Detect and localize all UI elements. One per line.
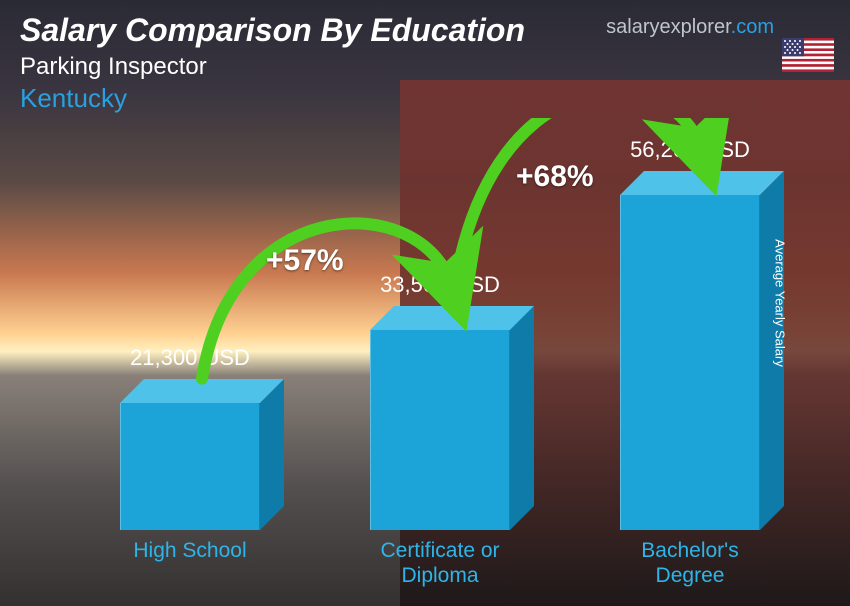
flag-icon (782, 38, 834, 72)
bar-front-face (620, 195, 760, 530)
watermark: salaryexplorer.com (606, 16, 774, 39)
watermark-main: salaryexplorer (606, 16, 731, 38)
bar: 56,200 USD (620, 195, 760, 530)
bar-group: 21,300 USD High School (90, 403, 290, 588)
bar-front-face (370, 330, 510, 530)
bar-value: 21,300 USD (90, 345, 290, 371)
bar: 21,300 USD (120, 403, 260, 530)
bar-top-face (620, 171, 784, 195)
bar-front-face (120, 403, 260, 530)
bar-value: 56,200 USD (590, 137, 790, 163)
watermark-suffix: .com (731, 16, 774, 38)
chart-title: Salary Comparison By Education (20, 12, 525, 49)
chart-subtitle: Parking Inspector (20, 53, 525, 81)
y-axis-label: Average Yearly Salary (773, 239, 788, 367)
bar-label: Certificate orDiploma (340, 538, 540, 588)
chart-location: Kentucky (20, 83, 525, 114)
bar-label: Bachelor'sDegree (590, 538, 790, 588)
bar-group: 56,200 USD Bachelor'sDegree (590, 195, 790, 588)
bar-value: 33,500 USD (340, 272, 540, 298)
bar-top-face (120, 379, 284, 403)
bar-side-face (510, 306, 534, 530)
header: Salary Comparison By Education Parking I… (20, 12, 525, 114)
bar: 33,500 USD (370, 330, 510, 530)
bar-chart: 21,300 USD High School 33,500 USD Certif… (40, 118, 790, 588)
bar-side-face (260, 379, 284, 530)
percent-increase-label: +57% (266, 244, 344, 278)
bar-top-face (370, 306, 534, 330)
bar-label: High School (90, 538, 290, 588)
bar-group: 33,500 USD Certificate orDiploma (340, 330, 540, 588)
percent-increase-label: +68% (516, 160, 594, 194)
